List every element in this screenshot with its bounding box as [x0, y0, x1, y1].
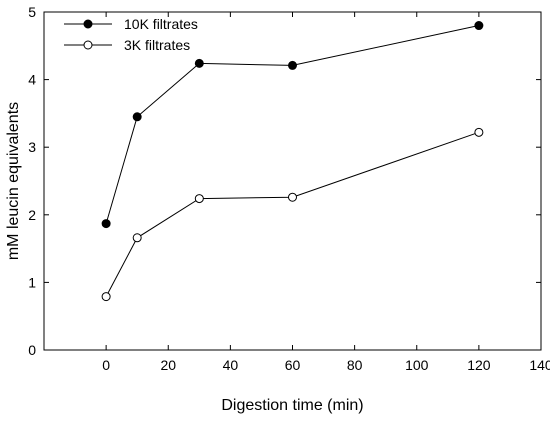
legend-item: 10K filtrates: [64, 16, 198, 32]
x-tick-label: 60: [285, 357, 301, 373]
y-tick-label: 4: [28, 72, 36, 88]
x-axis-label: Digestion time (min): [221, 397, 363, 414]
series-line: [105, 131, 480, 297]
y-tick-label: 1: [28, 274, 36, 290]
y-axis-label: mM leucin equivalents: [5, 102, 22, 260]
data-point: [474, 21, 484, 31]
y-tick-label: 0: [28, 342, 36, 358]
legend-label: 3K filtrates: [124, 37, 190, 53]
series-1: [101, 21, 484, 229]
x-tick-label: 140: [529, 357, 550, 373]
y-tick-label: 3: [28, 139, 36, 155]
legend-marker: [83, 40, 93, 50]
data-point: [132, 112, 142, 122]
series-layer: [101, 21, 484, 302]
x-tick-label: 40: [223, 357, 239, 373]
x-tick-label: 0: [102, 357, 110, 373]
data-point: [288, 192, 297, 202]
data-point: [132, 233, 142, 243]
x-tick-label: 100: [405, 357, 429, 373]
x-tick-label: 120: [467, 357, 491, 373]
data-point: [101, 219, 111, 229]
legend-item: 3K filtrates: [64, 37, 190, 53]
legend: 10K filtrates 3K filtrates: [64, 16, 198, 53]
x-axis-ticks: 0 20 40 60 80 100 120 140: [102, 12, 550, 373]
y-axis-ticks: 0 1 2 3 4 5: [28, 4, 541, 358]
legend-label: 10K filtrates: [124, 16, 198, 32]
x-tick-label: 80: [347, 357, 363, 373]
data-point: [101, 292, 111, 302]
data-point: [194, 194, 204, 204]
y-tick-label: 5: [28, 4, 36, 20]
series-2: [101, 127, 484, 302]
data-point: [474, 127, 484, 137]
data-point: [288, 60, 297, 70]
data-point: [194, 58, 204, 68]
legend-marker: [83, 19, 93, 29]
x-tick-label: 20: [160, 357, 176, 373]
y-tick-label: 2: [28, 207, 36, 223]
